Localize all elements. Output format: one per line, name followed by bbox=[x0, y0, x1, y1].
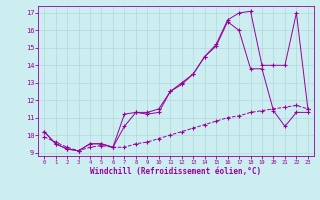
X-axis label: Windchill (Refroidissement éolien,°C): Windchill (Refroidissement éolien,°C) bbox=[91, 167, 261, 176]
